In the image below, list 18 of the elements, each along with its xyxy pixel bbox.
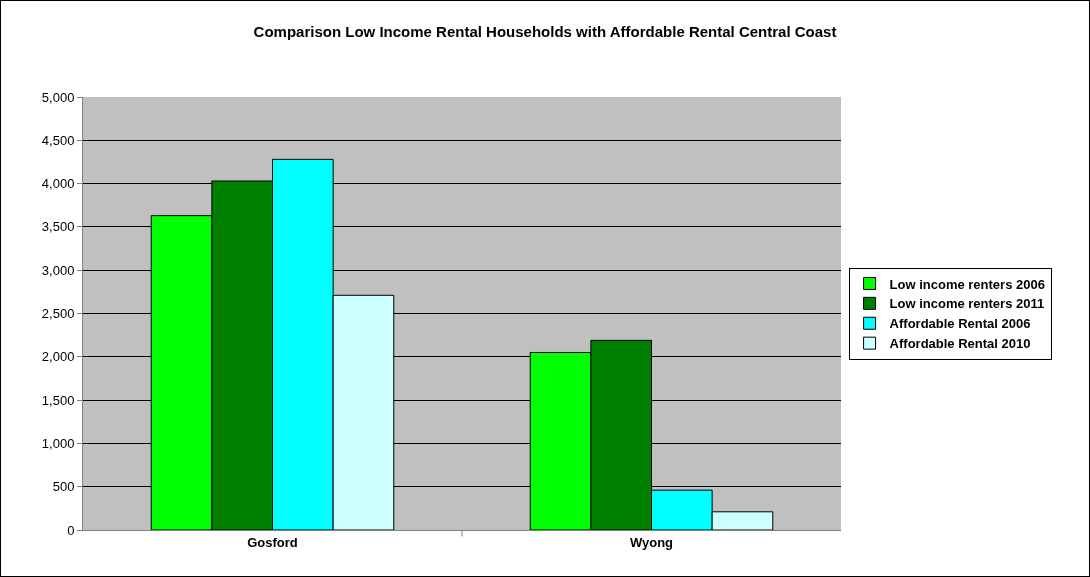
x-tick-label: Wyong xyxy=(629,534,674,550)
y-tick-label: 0 xyxy=(67,522,75,538)
chart-title: Comparison Low Income Rental Households with Affordable Rental Central Coast xyxy=(253,23,837,41)
y-tick-label: 3,000 xyxy=(41,262,75,278)
y-tick-label: 5,000 xyxy=(41,89,75,105)
legend-label: Affordable Rental 2010 xyxy=(889,336,1031,352)
y-tick-label: 3,500 xyxy=(41,219,75,235)
y-tick-label: 4,000 xyxy=(41,176,75,192)
legend-label: Low income renters 2011 xyxy=(889,296,1045,312)
y-tick-label: 4,500 xyxy=(41,132,75,148)
y-tick-label: 1,000 xyxy=(41,435,75,451)
y-tick-label: 2,000 xyxy=(41,349,75,365)
legend-label: Affordable Rental 2006 xyxy=(889,316,1031,332)
x-tick-label: Gosford xyxy=(247,534,298,550)
legend-label: Low income renters 2006 xyxy=(889,276,1045,292)
y-tick-label: 2,500 xyxy=(41,306,75,322)
y-tick-label: 1,500 xyxy=(41,392,75,408)
y-tick-label: 500 xyxy=(52,479,75,495)
